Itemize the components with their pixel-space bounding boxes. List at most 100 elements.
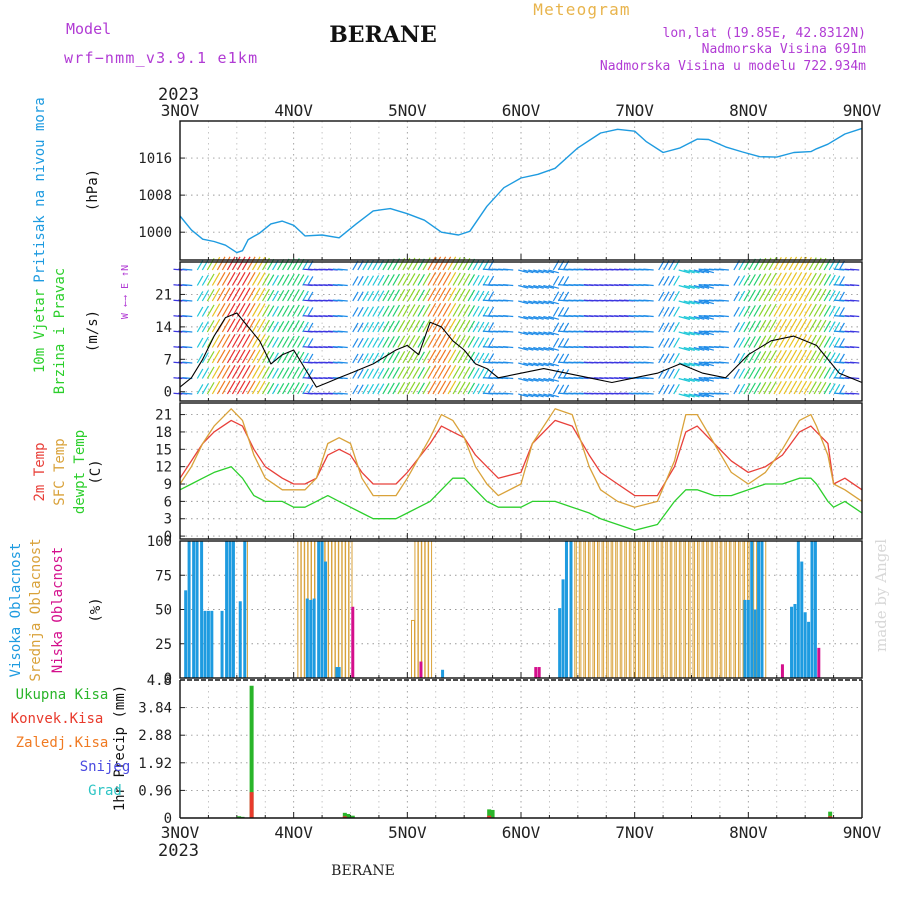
wind-arrow <box>387 289 395 302</box>
wind-arrow <box>678 300 691 305</box>
wind-arrow <box>833 321 841 333</box>
wind-arrow <box>738 352 746 364</box>
wind-arrow <box>387 258 395 271</box>
wind-arrow <box>562 353 570 364</box>
wind-arrow <box>808 319 817 333</box>
wind-arrow <box>261 304 270 317</box>
wind-arrow <box>427 365 437 379</box>
precip-ylabel: 1hr Precip (mm) <box>112 685 128 811</box>
wind-arrow <box>668 306 675 317</box>
wind-arrow <box>432 334 442 348</box>
wind-arrow <box>538 393 549 398</box>
cloud-mid-bar <box>653 540 658 679</box>
wind-arrow <box>813 350 822 364</box>
cloud-high-bar <box>743 599 747 678</box>
wind-arrow <box>788 318 798 333</box>
wind-arrow <box>267 320 275 333</box>
top-tick-label: 9NOV <box>843 101 882 120</box>
wind-arrow <box>397 382 406 395</box>
wind-arrow <box>437 256 447 271</box>
wind-arrow <box>738 383 746 395</box>
wind-arrow <box>432 365 442 379</box>
wind-arrow <box>196 337 204 348</box>
year-bottom: 2023 <box>158 841 199 861</box>
wind-arrow <box>357 275 364 286</box>
wind-arrow <box>849 361 860 364</box>
wind-unit-label: (m/s) <box>85 310 101 352</box>
wind-arrow <box>402 319 411 333</box>
wind-arrow <box>382 336 390 348</box>
wind-arrow <box>246 272 256 286</box>
wind-arrow <box>427 303 437 317</box>
wind-arrow <box>688 300 700 305</box>
wind-arrow <box>562 307 570 317</box>
wind-arrow <box>377 274 385 286</box>
wind-arrow <box>477 321 485 333</box>
wind-arrow <box>768 350 777 364</box>
wind-arrow <box>221 318 231 333</box>
cloud-high-bar <box>793 604 797 678</box>
wind-arrow <box>788 380 798 395</box>
y-tick-label: 0.96 <box>138 783 172 799</box>
wind-arrow <box>367 275 374 286</box>
model-value: wrf−nmm_v3.9.1 e1km <box>64 49 258 67</box>
cloud-mid-bar <box>707 540 712 679</box>
top-tick-label: 5NOV <box>388 101 427 120</box>
wind-arrow <box>523 331 534 336</box>
temp-series-2 <box>179 466 863 531</box>
wind-arrow <box>367 383 374 395</box>
wind-arrow <box>261 335 270 348</box>
wind-arrow <box>773 287 782 302</box>
wind-arrow <box>768 303 777 317</box>
wind-arrow <box>788 365 798 379</box>
wind-arrow <box>552 291 560 302</box>
wind-arrow <box>216 272 226 286</box>
wind-arrow <box>833 337 841 348</box>
wind-arrow <box>823 274 832 286</box>
wind-arrow <box>487 306 495 317</box>
y-tick-label: 0 <box>164 811 172 827</box>
wind-arrow <box>783 365 793 379</box>
wind-arrow <box>738 337 746 348</box>
cloud-mid-bar <box>411 619 416 679</box>
wind-arrow <box>487 291 495 302</box>
wind-arrow <box>673 275 680 286</box>
wind-arrow <box>427 256 437 271</box>
wind-arrow <box>798 318 808 333</box>
wind-arrow <box>432 287 442 302</box>
cloud-frame <box>179 540 863 679</box>
wind-arrow <box>297 305 305 317</box>
wind-arrow <box>282 274 290 286</box>
wind-arrow <box>683 315 695 321</box>
wind-ylabel-2: Brzina i Pravac <box>52 268 68 394</box>
temp-series-1 <box>179 408 863 508</box>
wind-arrow <box>688 362 700 367</box>
y-tick-label: 3.84 <box>138 701 172 717</box>
y-tick-label: 1.92 <box>138 756 172 772</box>
wind-arrow <box>307 353 314 364</box>
wind-arrow <box>758 350 767 364</box>
cloud-mid-bar <box>730 540 735 679</box>
cloud-low-bar <box>817 647 821 678</box>
cloud-mid-bar <box>424 540 429 679</box>
wind-arrow <box>477 368 485 379</box>
wind-arrow <box>206 289 215 302</box>
wind-arrow <box>823 382 832 395</box>
wind-arrow <box>367 352 374 364</box>
wind-arrow <box>457 350 466 364</box>
bottom-tick-label: 5NOV <box>388 823 427 842</box>
wind-arrow <box>823 289 832 302</box>
wind-arrow <box>302 383 309 395</box>
wind-arrow <box>833 306 841 317</box>
wind-arrow <box>372 352 380 364</box>
wind-arrow <box>387 320 395 333</box>
wind-arrow <box>678 362 691 367</box>
wind-arrow <box>668 384 675 395</box>
wind-arrow <box>427 349 437 364</box>
wind-arrow <box>297 289 305 302</box>
wind-arrow <box>267 336 275 348</box>
wind-arrow <box>287 289 295 302</box>
wind-arrow <box>377 321 385 333</box>
wind-arrow <box>783 349 793 364</box>
wind-arrow <box>422 350 431 364</box>
